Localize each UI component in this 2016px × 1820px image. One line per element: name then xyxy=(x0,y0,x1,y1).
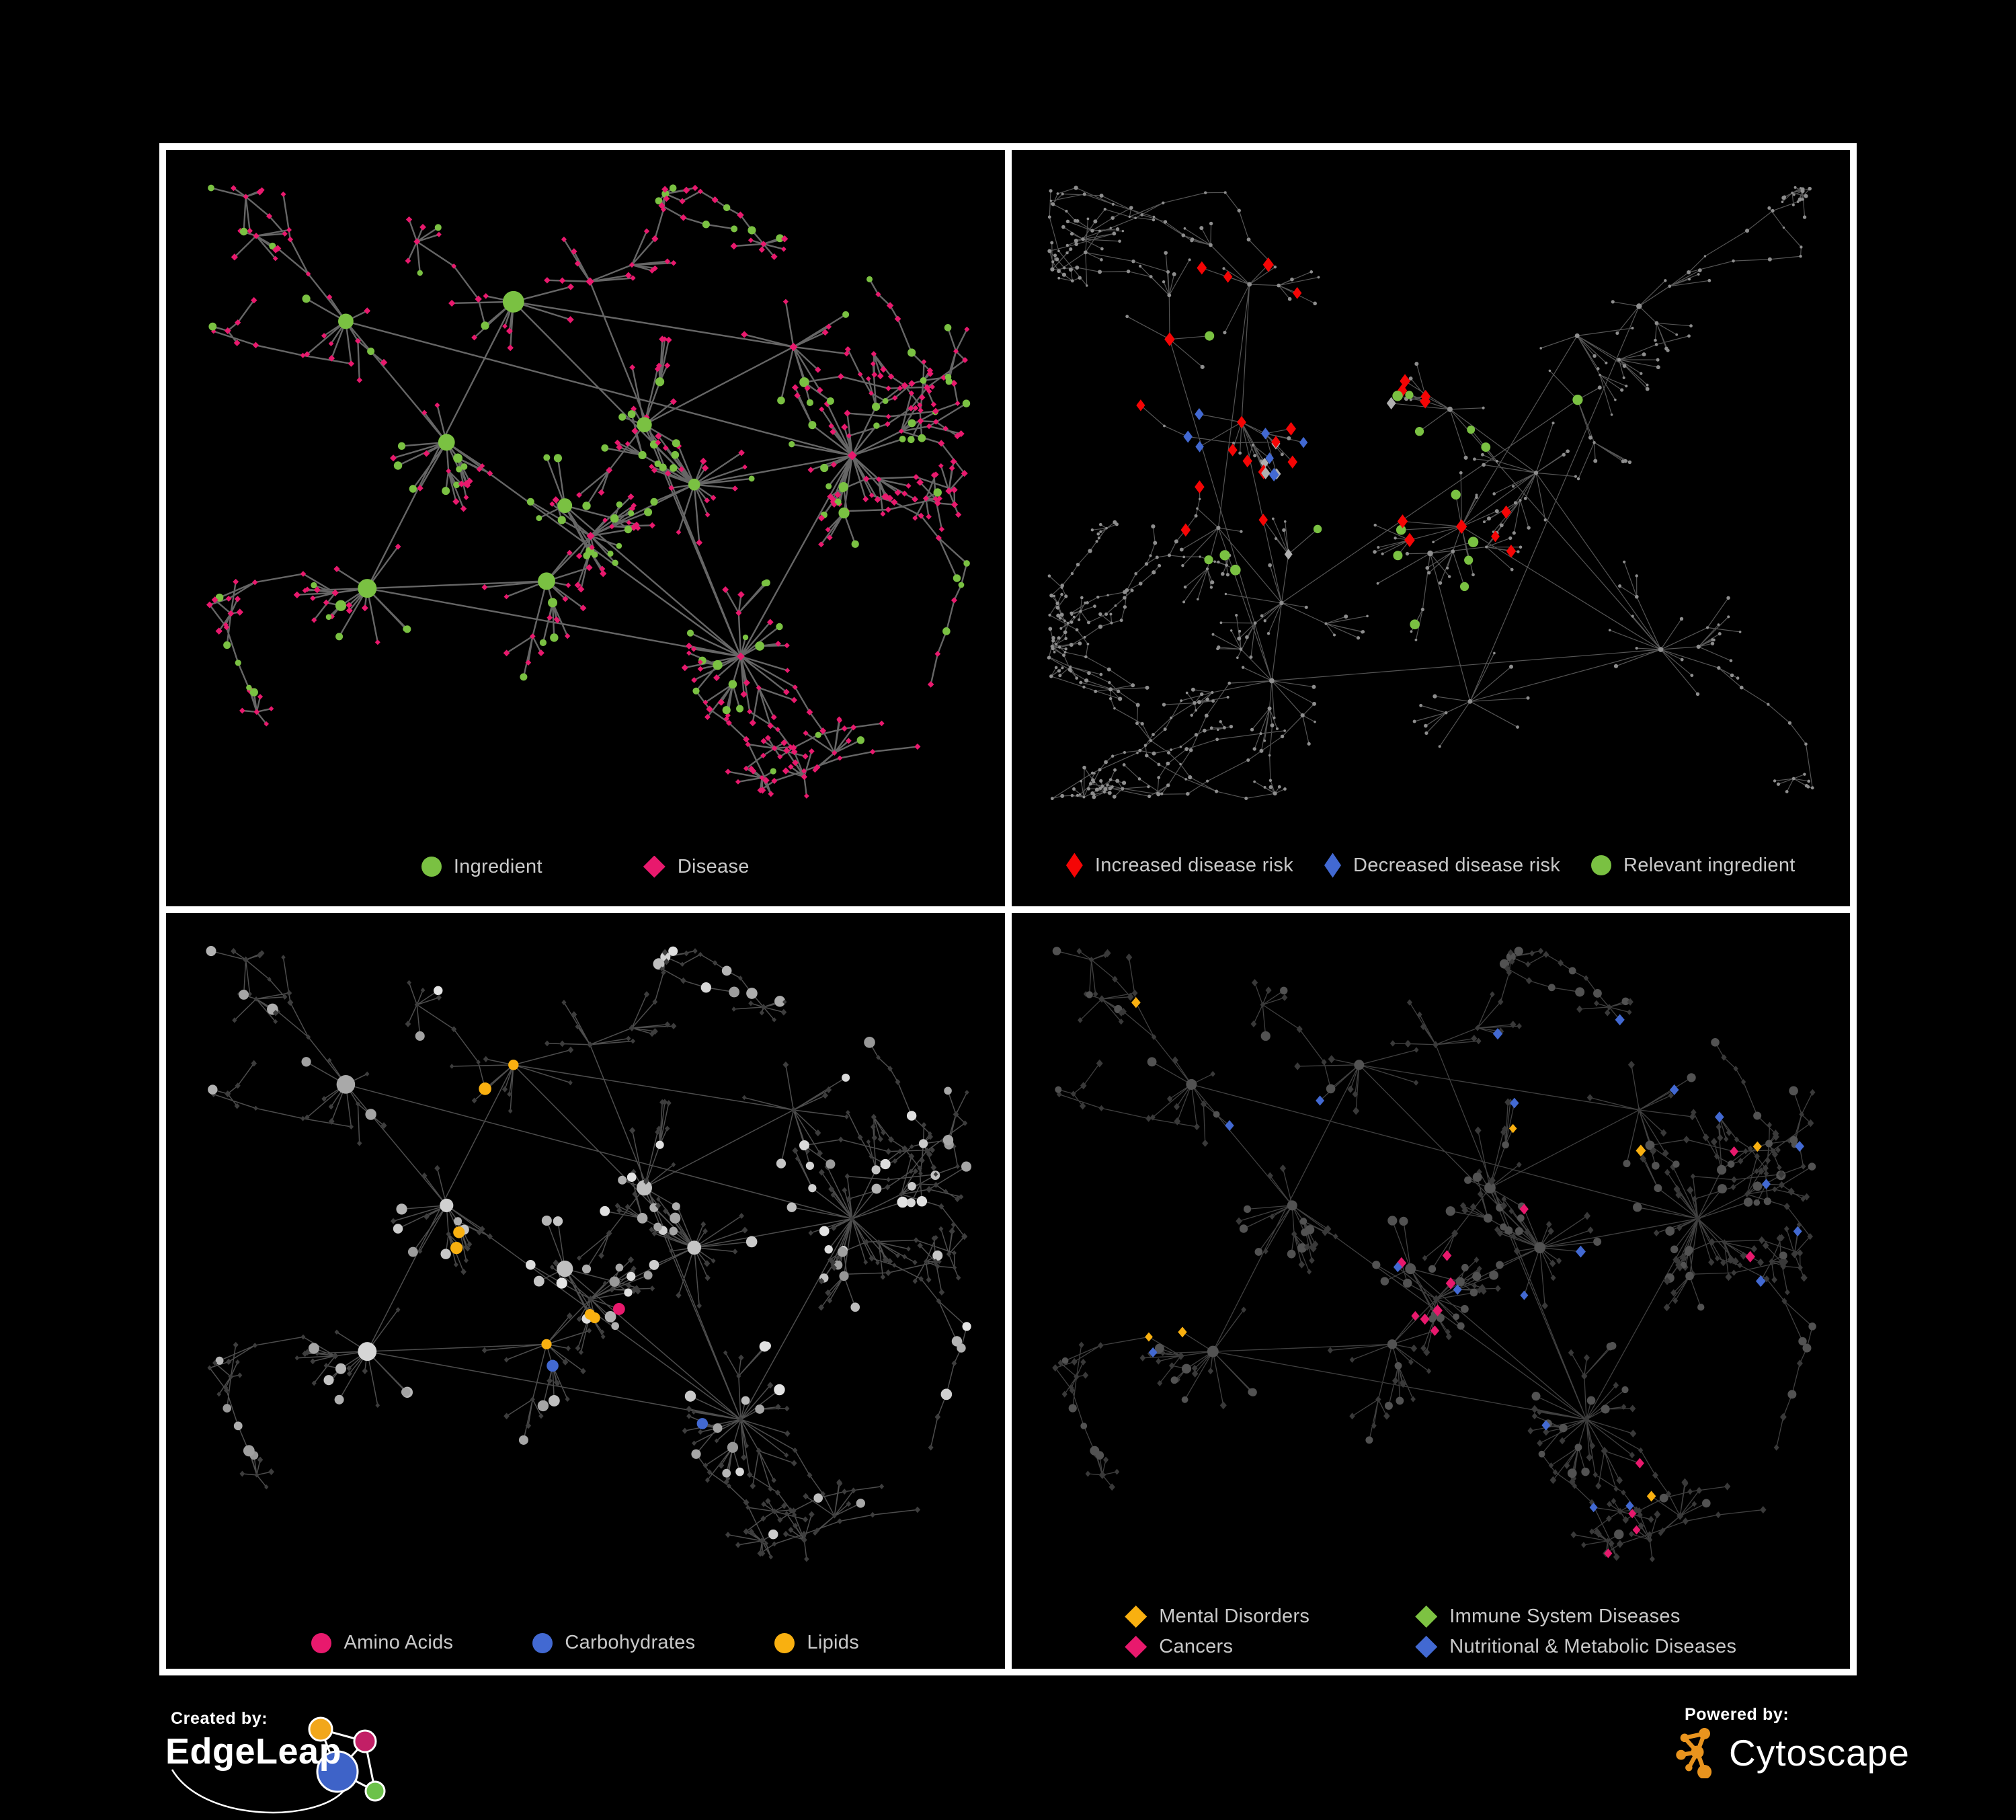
panel-ingredient-disease: Ingredient Disease xyxy=(166,150,1005,906)
nutritional-metabolic-legend-icon xyxy=(1415,1636,1438,1658)
ingredient-categories-network-graph xyxy=(206,945,971,1562)
legend-label-immune-diseases: Immune System Diseases xyxy=(1449,1606,1681,1627)
ingredient-disease-network-graph xyxy=(206,184,971,799)
legend-label-relevant-ingredient: Relevant ingredient xyxy=(1623,854,1796,876)
cytoscape-brand: Cytoscape xyxy=(1729,1732,1910,1774)
disease-legend-icon xyxy=(643,855,666,878)
legend-label-disease: Disease xyxy=(677,855,750,877)
legend-item-cancers: Cancers xyxy=(1125,1636,1375,1658)
disease-categories-legend: Mental Disorders Immune System Diseases … xyxy=(1012,1606,1851,1658)
powered-by-block: Powered by: Cytoscape xyxy=(1675,1705,1917,1792)
legend-label-lipids: Lipids xyxy=(807,1632,860,1653)
legend-item-mental-disorders: Mental Disorders xyxy=(1125,1606,1375,1628)
disease-risk-network-graph xyxy=(1047,186,1814,801)
legend-label-carbohydrates: Carbohydrates xyxy=(565,1632,696,1653)
cytoscape-logo-icon xyxy=(1676,1728,1712,1778)
legend-label-nutritional-metabolic: Nutritional & Metabolic Diseases xyxy=(1449,1636,1737,1657)
legend-label-mental-disorders: Mental Disorders xyxy=(1159,1606,1310,1627)
disease-risk-legend: Increased disease risk Decreased disease… xyxy=(1012,853,1851,878)
legend-item-amino-acids: Amino Acids xyxy=(311,1632,453,1654)
decreased-risk-legend-icon xyxy=(1324,853,1342,878)
amino-acids-legend-icon xyxy=(311,1632,332,1653)
legend-label-cancers: Cancers xyxy=(1159,1636,1234,1657)
relevant-ingredient-legend-icon xyxy=(1591,855,1612,875)
ingredient-categories-legend: Amino Acids Carbohydrates Lipids xyxy=(166,1632,1005,1654)
legend-item-decreased-risk: Decreased disease risk xyxy=(1324,853,1560,878)
legend-item-ingredient: Ingredient xyxy=(421,856,542,878)
edgeleap-brand: EdgeLeap xyxy=(165,1731,342,1772)
legend-item-immune-diseases: Immune System Diseases xyxy=(1415,1606,1736,1628)
mental-disorders-legend-icon xyxy=(1125,1606,1147,1628)
panel-disease-risk: Increased disease risk Decreased disease… xyxy=(1011,150,1851,906)
disease-categories-network-graph xyxy=(1051,946,1816,1562)
panel-disease-categories: Mental Disorders Immune System Diseases … xyxy=(1011,912,1851,1669)
edgeleap-logo-icon xyxy=(171,1716,386,1814)
legend-label-amino-acids: Amino Acids xyxy=(344,1632,454,1653)
created-by-block: Created by: EdgeLeap xyxy=(161,1708,393,1819)
immune-diseases-legend-icon xyxy=(1415,1606,1438,1628)
increased-risk-legend-icon xyxy=(1065,853,1083,878)
legend-item-lipids: Lipids xyxy=(774,1632,859,1654)
legend-label-ingredient: Ingredient xyxy=(453,855,542,877)
lipids-legend-icon xyxy=(774,1632,795,1653)
legend-label-decreased-risk: Decreased disease risk xyxy=(1353,854,1561,876)
created-by-label: Created by: xyxy=(171,1709,268,1728)
cancers-legend-icon xyxy=(1125,1636,1147,1658)
legend-item-nutritional-metabolic: Nutritional & Metabolic Diseases xyxy=(1415,1636,1736,1658)
four-panel-network-board: Ingredient Disease Increased disease ris… xyxy=(159,143,1857,1675)
legend-item-carbohydrates: Carbohydrates xyxy=(532,1632,695,1654)
legend-label-increased-risk: Increased disease risk xyxy=(1094,854,1294,876)
panel-ingredient-categories: Amino Acids Carbohydrates Lipids xyxy=(166,912,1005,1669)
ingredient-disease-legend: Ingredient Disease xyxy=(166,855,1005,878)
powered-by-label: Powered by: xyxy=(1685,1705,1789,1724)
ingredient-legend-icon xyxy=(421,857,442,877)
carbohydrates-legend-icon xyxy=(532,1632,553,1653)
legend-item-relevant-ingredient: Relevant ingredient xyxy=(1591,855,1796,877)
legend-item-disease: Disease xyxy=(643,855,750,878)
legend-item-increased-risk: Increased disease risk xyxy=(1065,853,1294,878)
